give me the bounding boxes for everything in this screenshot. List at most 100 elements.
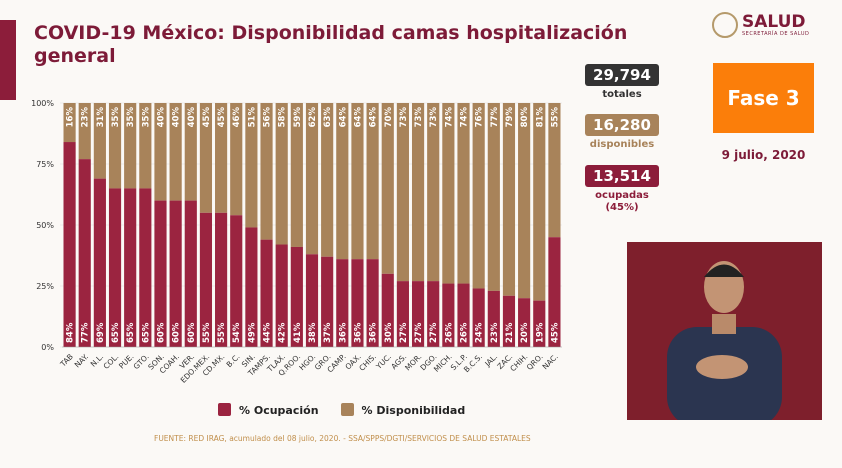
label-disponibilidad: 58% xyxy=(278,107,288,128)
label-disponibilidad: 35% xyxy=(126,107,136,128)
bar-disponibilidad xyxy=(442,103,455,284)
label-ocupacion: 45% xyxy=(550,322,560,343)
label-disponibilidad: 73% xyxy=(399,107,409,128)
label-disponibilidad: 73% xyxy=(429,107,439,128)
label-ocupacion: 37% xyxy=(323,322,333,343)
bar-ocupacion xyxy=(199,212,213,347)
label-ocupacion: 36% xyxy=(353,322,363,343)
label-disponibilidad: 46% xyxy=(232,107,242,128)
bar-disponibilidad xyxy=(305,103,319,255)
bar-ocupacion xyxy=(457,283,470,347)
bar-disponibilidad xyxy=(548,103,561,238)
label-ocupacion: 44% xyxy=(263,322,273,343)
bar-ocupacion xyxy=(275,244,288,347)
label-ocupacion: 36% xyxy=(338,322,348,343)
disponibles-label: disponibles xyxy=(589,139,655,150)
label-disponibilidad: 64% xyxy=(338,107,348,128)
bar-disponibilidad xyxy=(366,103,379,260)
source-note: FUENTE: RED IRAG, acumulado del 08 julio… xyxy=(154,434,531,443)
bar-disponibilidad xyxy=(245,103,258,228)
label-disponibilidad: 35% xyxy=(111,107,121,128)
label-disponibilidad: 62% xyxy=(308,107,318,128)
seal-icon xyxy=(712,12,738,38)
bar-ocupacion xyxy=(442,283,455,347)
bar-disponibilidad xyxy=(275,103,288,245)
bar-ocupacion xyxy=(518,298,531,347)
bar-ocupacion xyxy=(487,290,500,347)
label-ocupacion: 55% xyxy=(202,322,212,343)
disponibles-value: 16,280 xyxy=(585,114,659,136)
bar-disponibilidad xyxy=(396,103,409,282)
bar-disponibilidad xyxy=(260,103,273,240)
y-tick-label: 25% xyxy=(36,282,54,291)
bar-ocupacion xyxy=(230,215,243,347)
bar-disponibilidad xyxy=(63,103,76,143)
y-tick-label: 100% xyxy=(31,99,54,108)
ocupadas-label: ocupadas xyxy=(595,190,649,201)
label-ocupacion: 27% xyxy=(429,322,439,343)
label-ocupacion: 24% xyxy=(475,322,485,343)
label-disponibilidad: 31% xyxy=(96,107,106,128)
legend-disponibilidad: % Disponibilidad xyxy=(340,403,465,417)
salud-logo: SALUD SECRETARÍA DE SALUD xyxy=(712,12,809,38)
bar-disponibilidad xyxy=(427,103,440,282)
bar-ocupacion xyxy=(93,178,106,347)
bar-ocupacion xyxy=(290,246,303,347)
bar-disponibilidad xyxy=(290,103,303,247)
label-ocupacion: 77% xyxy=(81,322,91,343)
bar-ocupacion xyxy=(124,188,137,347)
x-tick-label: YUC. xyxy=(374,352,394,372)
bar-ocupacion xyxy=(108,188,122,347)
x-tick-label: COL. xyxy=(102,352,121,371)
legend-ocupacion: % Ocupación xyxy=(218,403,319,417)
bar-ocupacion xyxy=(472,288,485,347)
legend: % Ocupación % Disponibilidad xyxy=(218,403,465,417)
bar-disponibilidad xyxy=(487,103,500,291)
totales-value: 29,794 xyxy=(585,64,659,86)
x-tick-label: NAY. xyxy=(73,352,90,369)
label-disponibilidad: 40% xyxy=(156,107,166,128)
accent-bar xyxy=(0,20,16,100)
label-ocupacion: 55% xyxy=(217,322,227,343)
bar-ocupacion xyxy=(169,200,182,347)
totales-label: totales xyxy=(602,89,642,100)
bar-disponibilidad xyxy=(321,103,334,257)
bar-ocupacion xyxy=(78,159,91,347)
bar-disponibilidad xyxy=(108,103,122,189)
bar-ocupacion xyxy=(548,237,561,347)
x-tick-label: GTO. xyxy=(132,352,151,371)
label-ocupacion: 60% xyxy=(172,322,182,343)
x-tick-label: B.C. xyxy=(225,352,242,369)
label-disponibilidad: 16% xyxy=(66,107,76,128)
bar-ocupacion xyxy=(215,212,228,347)
label-disponibilidad: 81% xyxy=(535,107,545,128)
bar-disponibilidad xyxy=(215,103,228,213)
y-tick-label: 0% xyxy=(41,343,54,352)
bar-ocupacion xyxy=(321,256,334,347)
label-ocupacion: 26% xyxy=(444,322,454,343)
bar-disponibilidad xyxy=(411,103,425,282)
bar-disponibilidad xyxy=(199,103,213,213)
bar-disponibilidad xyxy=(518,103,531,299)
label-disponibilidad: 73% xyxy=(414,107,424,128)
bar-ocupacion xyxy=(396,281,409,347)
label-disponibilidad: 77% xyxy=(490,107,500,128)
bar-chart: 0% 25% 50% 75% 100% 16% 84% TAB 23% 77% NAY. 31% 69%… xyxy=(31,99,562,385)
logo-sub: SECRETARÍA DE SALUD xyxy=(742,30,810,37)
label-ocupacion: 41% xyxy=(293,322,303,343)
label-disponibilidad: 64% xyxy=(353,107,363,128)
logo-text: SALUD xyxy=(742,11,806,32)
x-tick-label: CHIS. xyxy=(357,352,378,373)
bar-disponibilidad xyxy=(139,103,152,189)
label-disponibilidad: 63% xyxy=(323,107,333,128)
x-tick-label: HGO. xyxy=(297,352,317,372)
bar-ocupacion xyxy=(63,142,76,347)
label-disponibilidad: 45% xyxy=(202,107,212,128)
label-ocupacion: 84% xyxy=(66,322,76,343)
y-tick-label: 50% xyxy=(36,221,54,230)
x-tick-label: QRO. xyxy=(525,352,545,372)
label-ocupacion: 36% xyxy=(369,322,379,343)
label-disponibilidad: 45% xyxy=(217,107,227,128)
label-ocupacion: 19% xyxy=(535,322,545,343)
bar-disponibilidad xyxy=(230,103,243,216)
